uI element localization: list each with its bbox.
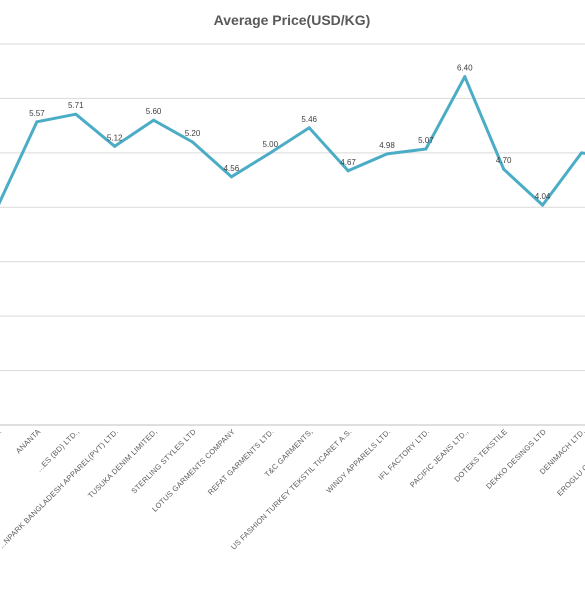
data-label: 5.12 [107,133,123,142]
data-labels: 4.035.575.715.125.605.204.565.005.464.67… [0,64,583,207]
x-tick-label: WINDY APPARELS LTD. [324,427,392,495]
x-axis-tick-labels: BEXIMCO ... LTD.ANANTA...ES (BD) LTD.,..… [0,427,585,552]
data-label: 4.67 [340,158,356,167]
data-label: 5.46 [301,115,317,124]
data-point [346,169,350,173]
x-tick-label: BEXIMCO ... LTD. [0,427,3,479]
data-label: 4.98 [379,141,395,150]
data-point [463,75,467,79]
data-label: 6.40 [457,64,473,73]
data-point [268,151,272,155]
data-point [385,152,389,156]
x-tick-label: STERLING STYLES LTD [129,427,198,496]
data-label: 5.07 [418,136,434,145]
data-point [113,144,117,148]
data-label: 5.00 [263,140,279,149]
data-label: 5.71 [68,101,84,110]
x-tick-label: LOTUS GARMENTS COMPANY [150,427,237,514]
chart-title: Average Price(USD/KG) [214,12,371,28]
gridlines [0,43,585,426]
data-label: 5.60 [146,107,162,116]
x-tick-label: REFAT GARMENTS LTD. [206,427,276,497]
x-tick-label: TUSUKA DENIM LIMITED, [86,427,159,500]
series-line [0,75,585,207]
data-label: 4.70 [496,156,512,165]
data-point [74,112,78,116]
series-line-group [0,75,585,207]
data-point [502,167,506,171]
data-label: 5.20 [185,129,201,138]
data-point [307,126,311,130]
data-point [580,151,583,155]
data-point [424,147,428,151]
data-point [191,140,194,144]
data-point [35,120,39,124]
data-point [541,203,545,207]
data-label: 4.04 [535,192,551,201]
data-label: 4.56 [224,164,240,173]
data-point [152,118,156,122]
data-point [229,175,233,179]
x-tick-label: ANANTA [14,427,42,455]
data-label: 5.57 [29,109,45,118]
